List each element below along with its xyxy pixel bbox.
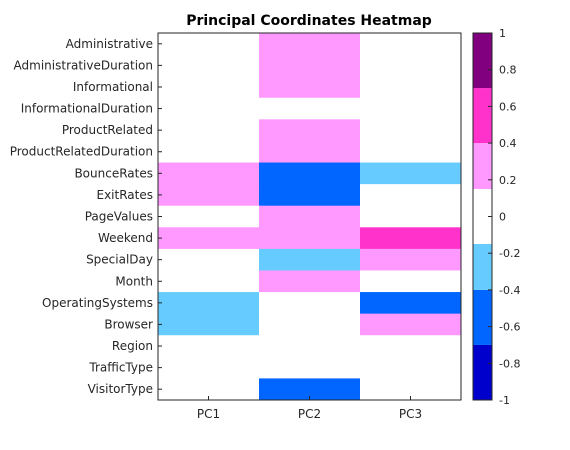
row-label-0: Administrative xyxy=(66,37,153,51)
row-label-14: Region xyxy=(112,339,153,353)
heatmap-cell-14-1 xyxy=(259,335,361,358)
row-label-13: Browser xyxy=(104,317,153,331)
colorbar-label-0: -1 xyxy=(499,394,510,407)
column-label-2: PC3 xyxy=(399,407,422,421)
heatmap-cell-8-0 xyxy=(158,205,260,228)
heatmap-cells xyxy=(158,33,462,401)
heatmap-cell-0-0 xyxy=(158,33,260,56)
heatmap-cell-8-1 xyxy=(259,205,361,228)
row-label-11: Month xyxy=(115,274,153,288)
heatmap-cell-11-2 xyxy=(360,270,462,293)
column-label-1: PC2 xyxy=(298,407,321,421)
column-labels: PC1 PC2 PC3 xyxy=(197,396,422,421)
row-label-15: TrafficType xyxy=(88,361,153,375)
heatmap-cell-11-0 xyxy=(158,270,260,293)
heatmap-cell-5-1 xyxy=(259,140,361,164)
colorbar-label-4: -0.2 xyxy=(499,247,520,260)
colorbar-band-6 xyxy=(473,33,492,89)
heatmap-cell-10-2 xyxy=(360,248,462,271)
heatmap-cell-6-2 xyxy=(360,162,462,185)
chart-title: Principal Coordinates Heatmap xyxy=(186,13,432,29)
heatmap-cell-1-0 xyxy=(158,54,260,77)
heatmap-cell-2-1 xyxy=(259,76,361,99)
colorbar-label-1: -0.8 xyxy=(499,357,520,370)
heatmap-cell-15-0 xyxy=(158,356,260,379)
heatmap-cell-11-1 xyxy=(259,270,361,293)
colorbar-label-3: -0.4 xyxy=(499,284,520,297)
colorbar-label-8: 0.6 xyxy=(499,100,517,113)
heatmap-cell-2-0 xyxy=(158,76,260,99)
heatmap-cell-13-0 xyxy=(158,313,260,336)
heatmap-cell-8-2 xyxy=(360,205,462,228)
row-label-12: OperatingSystems xyxy=(42,296,153,310)
heatmap-cell-6-0 xyxy=(158,162,260,185)
colorbar-band-2 xyxy=(473,244,492,290)
colorbar-label-9: 0.8 xyxy=(499,64,517,77)
heatmap-cell-9-0 xyxy=(158,227,260,250)
heatmap-cell-12-2 xyxy=(360,292,462,315)
row-label-7: ExitRates xyxy=(97,188,154,202)
heatmap-cell-15-1 xyxy=(259,356,361,379)
column-label-0: PC1 xyxy=(197,407,220,421)
colorbar-band-0 xyxy=(473,344,492,400)
row-label-2: Informational xyxy=(73,80,153,94)
row-label-6: BounceRates xyxy=(74,166,153,180)
heatmap-cell-3-1 xyxy=(259,97,361,120)
colorbar-label-7: 0.4 xyxy=(499,137,517,150)
colorbar: -1 -0.8 -0.6 -0.4 -0.2 0 0.2 0.4 0.6 0.8 1 xyxy=(472,27,520,407)
heatmap-cell-7-2 xyxy=(360,184,462,207)
colorbar-label-6: 0.2 xyxy=(499,174,517,187)
colorbar-label-2: -0.6 xyxy=(499,321,520,334)
heatmap-cell-0-1 xyxy=(259,33,361,56)
heatmap-cell-6-1 xyxy=(259,162,361,185)
heatmap-cell-14-0 xyxy=(158,335,260,358)
row-label-8: PageValues xyxy=(85,210,153,224)
row-label-3: InformationalDuration xyxy=(21,102,153,116)
row-label-4: ProductRelated xyxy=(62,123,153,137)
row-labels: Administrative AdministrativeDuration Info… xyxy=(10,37,162,396)
heatmap-cell-3-2 xyxy=(360,97,462,120)
heatmap-cell-16-1 xyxy=(259,378,361,401)
row-label-10: SpecialDay xyxy=(86,253,153,267)
heatmap-cell-9-2 xyxy=(360,227,462,250)
heatmap-cell-1-2 xyxy=(360,54,462,77)
heatmap-cell-15-2 xyxy=(360,356,462,379)
heatmap-cell-4-2 xyxy=(360,119,462,142)
heatmap-cell-4-1 xyxy=(259,119,361,142)
row-label-5: ProductRelatedDuration xyxy=(10,145,153,159)
heatmap-cell-4-0 xyxy=(158,119,260,142)
heatmap-cell-10-1 xyxy=(259,248,361,271)
colorbar-band-1 xyxy=(473,289,492,345)
row-label-1: AdministrativeDuration xyxy=(14,58,153,72)
heatmap-cell-5-0 xyxy=(158,140,260,164)
colorbar-label-5: 0 xyxy=(499,211,506,224)
heatmap-cell-5-2 xyxy=(360,140,462,164)
heatmap-cell-9-1 xyxy=(259,227,361,250)
heatmap-cell-13-2 xyxy=(360,313,462,336)
heatmap-cell-12-1 xyxy=(259,292,361,315)
heatmap-cell-14-2 xyxy=(360,335,462,358)
heatmap-cell-13-1 xyxy=(259,313,361,336)
heatmap-cell-10-0 xyxy=(158,248,260,271)
heatmap-cell-7-1 xyxy=(259,184,361,207)
heatmap-cell-16-0 xyxy=(158,378,260,401)
heatmap-cell-12-0 xyxy=(158,292,260,315)
heatmap-cell-0-2 xyxy=(360,33,462,56)
row-label-9: Weekend xyxy=(98,231,153,245)
colorbar-band-4 xyxy=(473,143,492,189)
colorbar-band-3 xyxy=(473,188,492,245)
heatmap-cell-7-0 xyxy=(158,184,260,207)
heatmap-cell-2-2 xyxy=(360,76,462,99)
row-label-16: VisitorType xyxy=(88,382,153,396)
heatmap-cell-3-0 xyxy=(158,97,260,120)
heatmap-cell-16-2 xyxy=(360,378,462,401)
heatmap-cell-1-1 xyxy=(259,54,361,77)
colorbar-band-5 xyxy=(473,88,492,144)
colorbar-label-10: 1 xyxy=(499,27,506,40)
